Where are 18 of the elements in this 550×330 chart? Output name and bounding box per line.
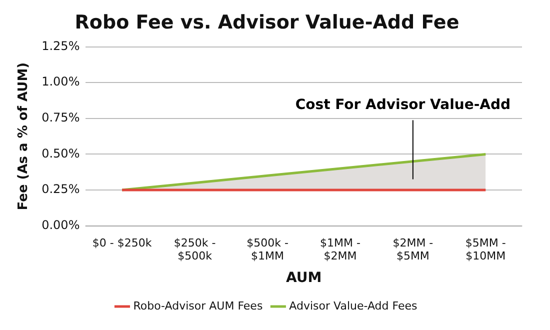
y-tick-label: 0.50%	[42, 146, 80, 160]
x-tick-label: $500k - $1MM	[246, 236, 288, 262]
legend-label: Advisor Value-Add Fees	[289, 299, 418, 312]
y-tick-label: 1.00%	[42, 74, 80, 89]
x-axis-title: AUM	[286, 270, 322, 286]
x-tick-label: $1MM - $2MM	[320, 236, 360, 262]
legend-label: Robo-Advisor AUM Fees	[133, 299, 263, 312]
y-axis-title: Fee (As a % of AUM)	[16, 62, 32, 210]
x-tick-label: $250k - $500k	[174, 236, 216, 262]
y-tick-label: 0.75%	[42, 110, 80, 125]
x-tick-label: $0 - $250k	[92, 236, 152, 250]
x-tick-label: $2MM - $5MM	[392, 236, 434, 262]
annotation: Cost For Advisor Value-Add	[295, 96, 511, 113]
x-tick-label: $5MM - $10MM	[465, 236, 506, 262]
y-tick-label: 0.00%	[42, 218, 80, 232]
chart-title: Robo Fee vs. Advisor Value-Add Fee	[74, 11, 460, 34]
y-tick-label: 1.25%	[42, 38, 80, 53]
y-tick-label: 0.25%	[42, 182, 80, 196]
